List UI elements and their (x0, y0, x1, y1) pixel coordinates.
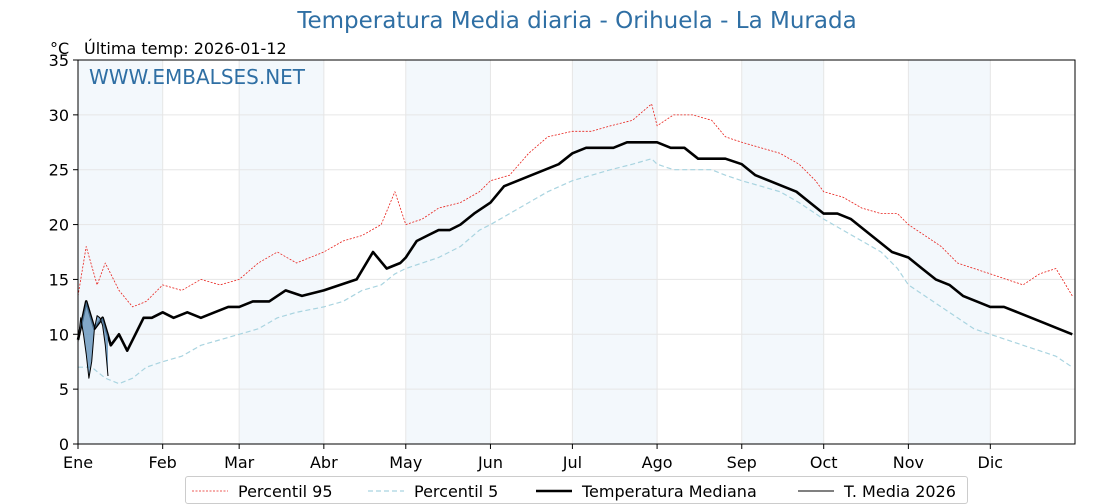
month-bands (78, 60, 991, 444)
legend-label-p5: Percentil 5 (414, 481, 499, 501)
month-band-sep (741, 60, 824, 444)
x-tick-label: Oct (810, 453, 838, 472)
y-tick-label: 15 (49, 270, 69, 289)
legend-swatch-p95 (192, 490, 228, 492)
watermark-text: WWW.EMBALSES.NET (89, 65, 306, 89)
month-band-may (405, 60, 491, 444)
legend: Percentil 95 Percentil 5 Temperatura Med… (185, 476, 968, 504)
y-unit-label: °C (50, 39, 70, 58)
series-mediana (76, 141, 1073, 353)
y-tick-label: 0 (59, 435, 69, 454)
y-tick-label: 25 (49, 161, 69, 180)
y-tick-label: 30 (49, 106, 69, 125)
y-tick-label: 20 (49, 216, 69, 235)
x-tick-label: Dic (978, 453, 1004, 472)
legend-label-p95: Percentil 95 (238, 481, 333, 501)
last-temp-label: Última temp: 2026-01-12 (84, 39, 287, 58)
x-tick-label: Sep (727, 453, 757, 472)
x-tick-label: May (389, 453, 422, 472)
y-axis: 0 5 10 15 20 25 30 35 (49, 51, 78, 454)
legend-item-2026: T. Media 2026 (798, 480, 956, 502)
chart-title: Temperatura Media diaria - Orihuela - La… (297, 8, 857, 34)
legend-swatch-p5 (368, 490, 404, 492)
series-media-2026 (77, 315, 109, 379)
series-percentil-5 (78, 158, 1073, 385)
x-tick-label: Nov (893, 453, 924, 472)
legend-item-median: Temperatura Mediana (536, 480, 757, 502)
series-percentil-95 (77, 103, 1073, 308)
month-band-nov (908, 60, 991, 444)
legend-label-2026: T. Media 2026 (844, 481, 956, 501)
month-band-jul (572, 60, 658, 444)
x-tick-label: Mar (224, 453, 255, 472)
y-tick-label: 35 (49, 51, 69, 70)
month-band-mar (239, 60, 324, 444)
x-tick-label: Jun (477, 453, 503, 472)
series-layer (76, 103, 1073, 385)
legend-item-p95: Percentil 95 (192, 480, 333, 502)
x-axis: Ene Feb Mar Abr May Jun Jul Ago Sep Oct Nov Dic (63, 444, 1003, 472)
x-tick-label: Abr (310, 453, 338, 472)
x-tick-label: Feb (149, 453, 177, 472)
x-tick-label: Jul (562, 453, 582, 472)
month-band-ene (78, 60, 163, 444)
y-tick-label: 10 (49, 325, 69, 344)
legend-swatch-2026 (798, 490, 834, 492)
y-tick-label: 5 (59, 380, 69, 399)
x-tick-label: Ene (63, 453, 93, 472)
x-tick-label: Ago (642, 453, 673, 472)
plot-frame (77, 59, 1076, 445)
legend-label-median: Temperatura Mediana (582, 481, 757, 501)
legend-item-p5: Percentil 5 (368, 480, 498, 502)
legend-swatch-median (536, 489, 572, 493)
